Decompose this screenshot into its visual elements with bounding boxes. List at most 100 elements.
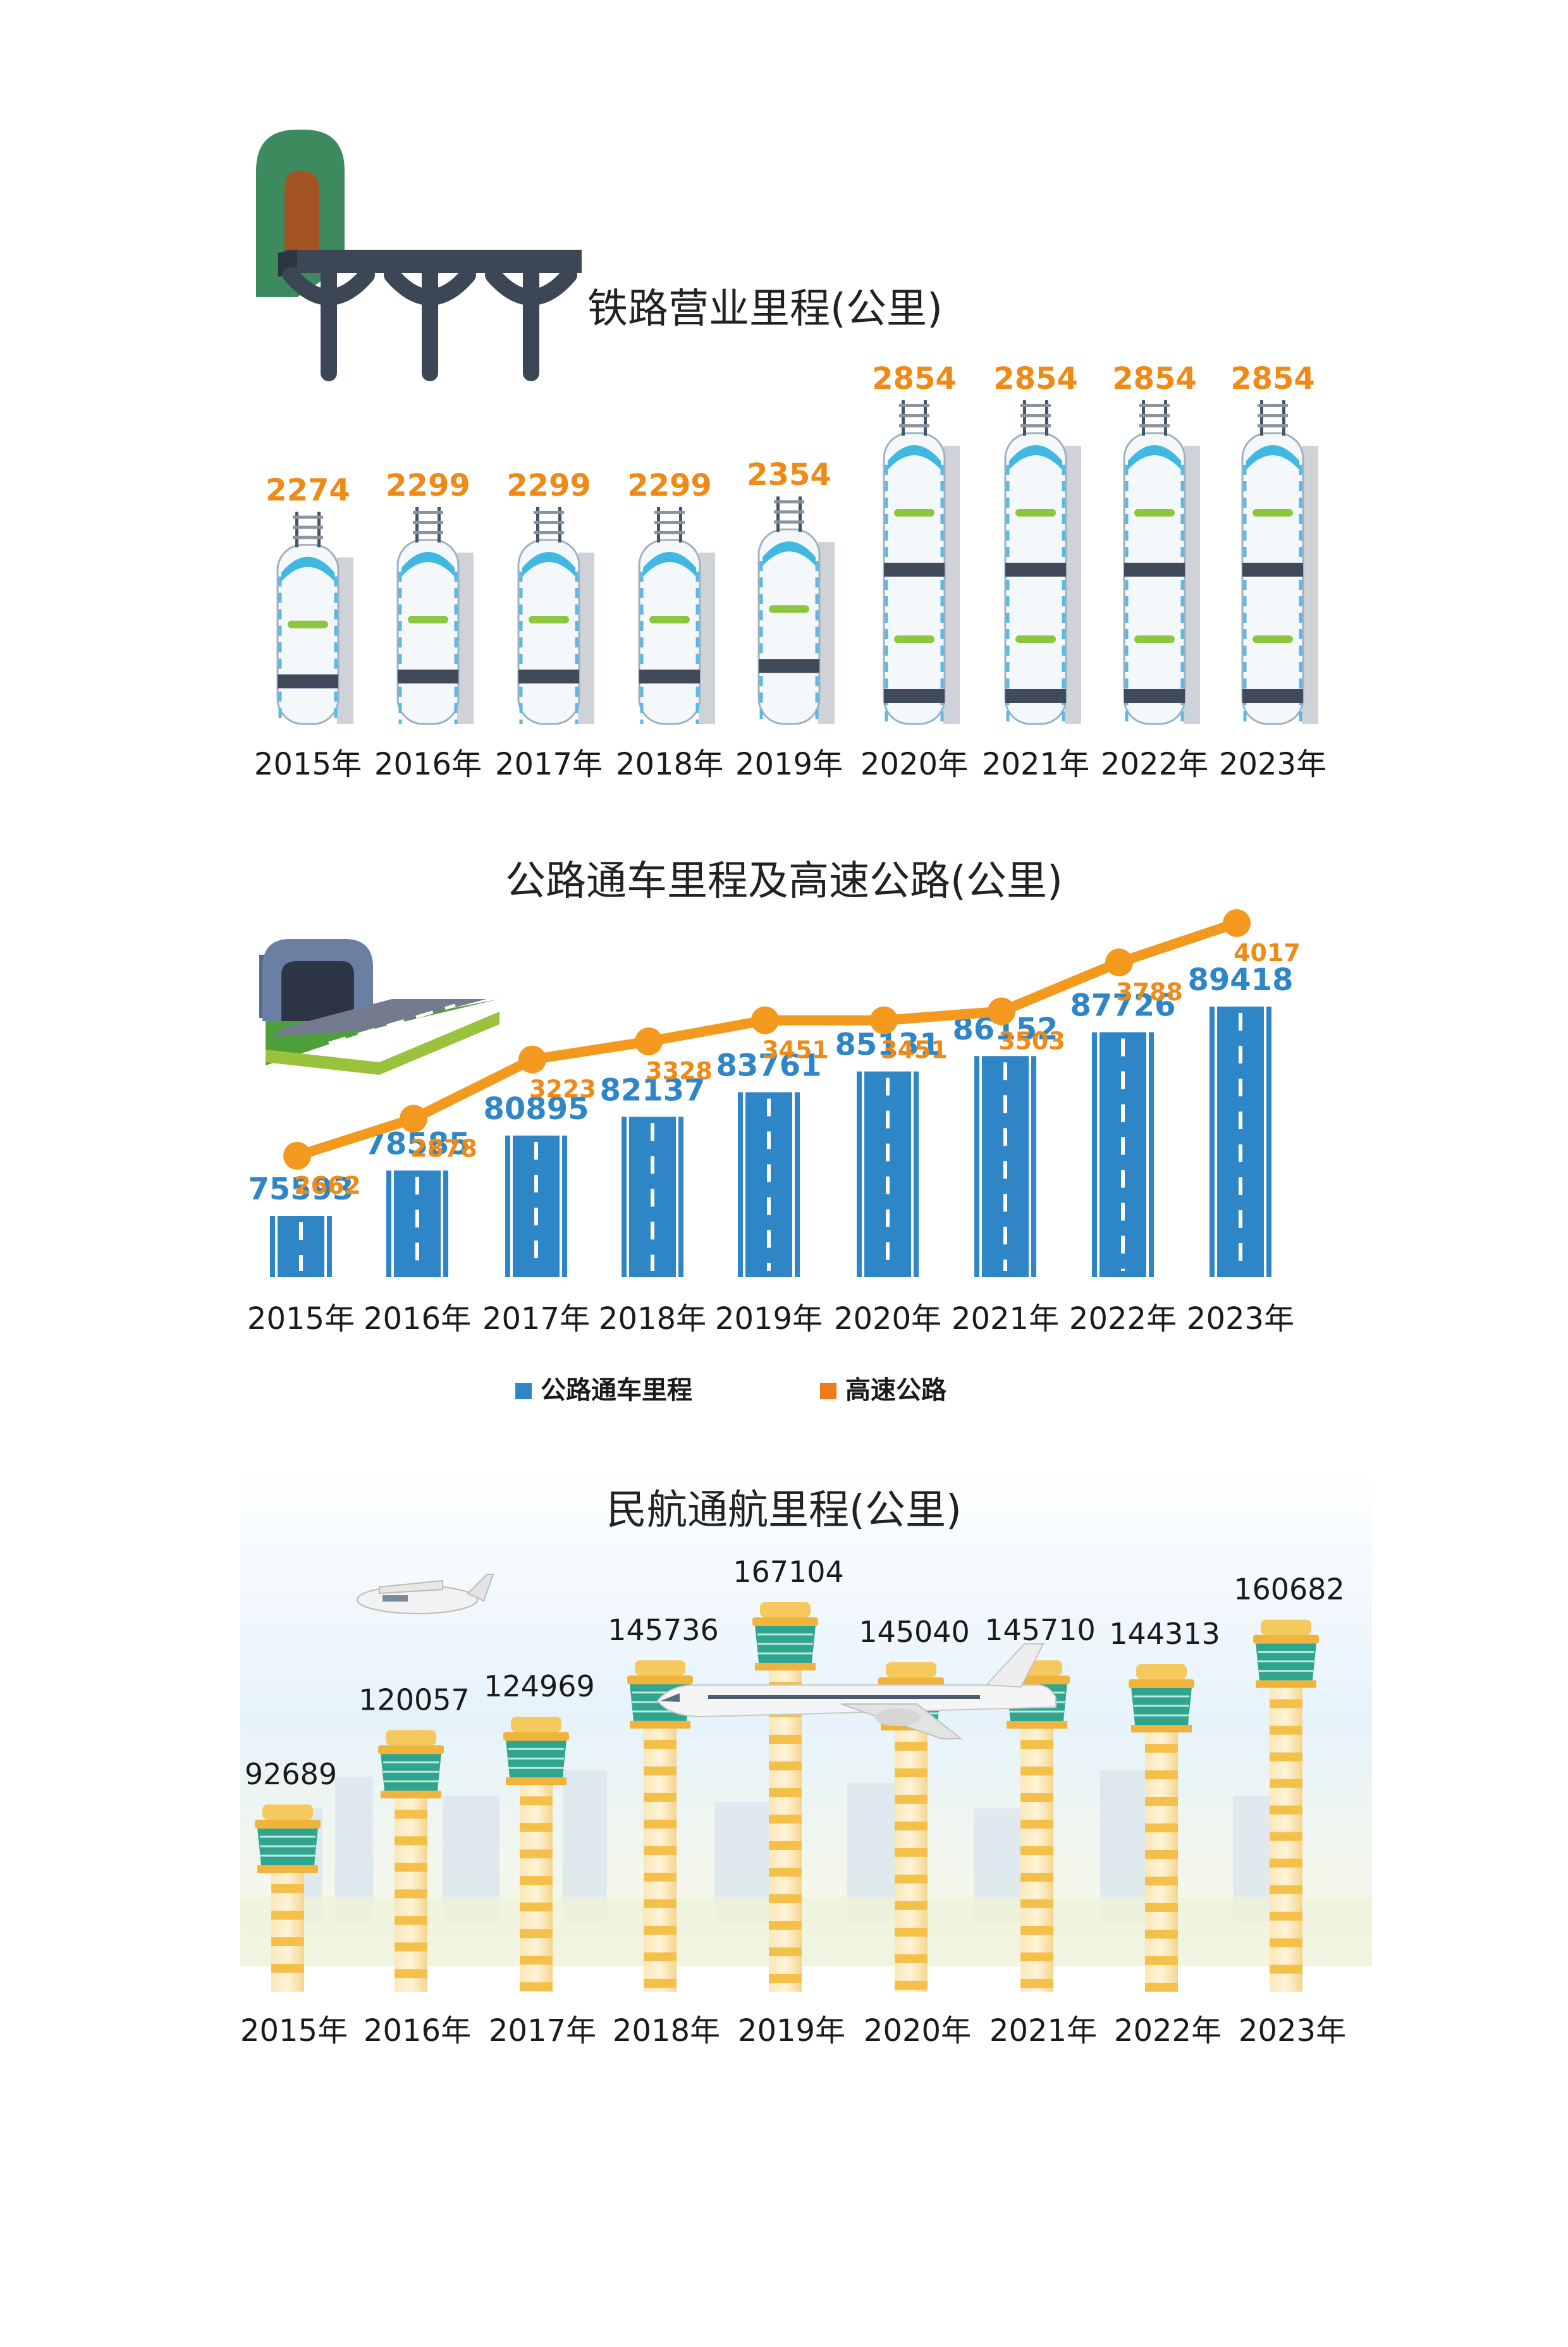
tower-roof [262, 1805, 313, 1820]
rail-tie [1139, 404, 1170, 407]
x-tick-label: 2023年 [1187, 1301, 1294, 1337]
bar-band [398, 669, 458, 683]
legend-label-highway: 高速公路 [845, 1376, 947, 1405]
bar [622, 1117, 683, 1277]
tower-stripe [1270, 1885, 1302, 1894]
x-tick-label: 2016年 [374, 747, 482, 782]
tower-stripe [769, 1868, 802, 1877]
x-tick-label: 2018年 [613, 2013, 720, 2049]
tower-base-ring [1007, 1720, 1067, 1729]
data-label: 89418 [1188, 962, 1294, 998]
tower-stripe [395, 1836, 427, 1846]
tower-stripe [395, 1969, 427, 1978]
tower-stripe [1020, 1739, 1053, 1749]
tower-stripe [1145, 1797, 1178, 1806]
line-point [635, 1027, 663, 1056]
bar-body [738, 1092, 800, 1277]
tower-stripe [895, 1768, 928, 1777]
tower-roof [635, 1660, 685, 1676]
tower-stripe [1270, 1779, 1302, 1788]
bar [276, 512, 353, 725]
tower-stripe [1145, 1930, 1178, 1939]
x-tick-label: 2016年 [364, 1301, 471, 1337]
tower [1129, 1664, 1194, 1992]
bar-cap [281, 556, 334, 582]
data-label: 2354 [747, 457, 831, 493]
rail-tie [899, 414, 929, 417]
tower-stripe [520, 1982, 553, 1992]
rail-tie [534, 510, 564, 514]
tower-stripe [1145, 1956, 1178, 1966]
rail-tie [1258, 414, 1288, 417]
rail-tie [413, 510, 443, 514]
bar [1241, 400, 1318, 725]
tower [255, 1805, 321, 1992]
aviation-chart: 民航通航里程(公里) 92689 2015年 120057 2016年 124969 20… [240, 1467, 1372, 2049]
data-label: 2854 [993, 361, 1078, 396]
line-data-label: 3223 [529, 1075, 596, 1103]
tower-stripe [520, 1956, 553, 1965]
highway-chart: 公路通车里程及高速公路(公里) 755932015年785852016年8089… [247, 858, 1301, 1405]
rail [1045, 400, 1048, 436]
rail [558, 506, 561, 542]
tower-stripe [769, 1974, 802, 1983]
rail [1260, 400, 1263, 436]
tower-stripe [1270, 1699, 1302, 1708]
tower-stripe [644, 1766, 677, 1775]
bar-band [759, 659, 819, 673]
rail [415, 506, 419, 542]
x-tick-label: 2017年 [489, 2013, 596, 2049]
tower-roof [386, 1730, 436, 1746]
tower-stripe [1270, 1858, 1302, 1868]
bar-band [1124, 563, 1185, 577]
tower-deck [503, 1732, 569, 1741]
tower-shaft [769, 1663, 802, 1992]
tower-stripe [1270, 1832, 1302, 1841]
tower-base-ring [257, 1865, 318, 1873]
line-point [751, 1006, 779, 1034]
bar-cap [1128, 445, 1181, 470]
line-data-label: 3328 [646, 1057, 713, 1085]
tower-stripe [1270, 1911, 1302, 1921]
bar-cap [763, 541, 816, 567]
rail-tie [534, 530, 564, 534]
x-tick-label: 2021年 [952, 1301, 1059, 1337]
highway-panel: 公路通车里程及高速公路(公里) 75593 2015年 78585 2016年 8089… [0, 809, 1568, 1416]
tower-base-ring [1256, 1680, 1316, 1688]
line-data-label: 2662 [294, 1172, 361, 1199]
tower-stripe [644, 1872, 677, 1882]
bar [505, 1136, 567, 1277]
tower-stripe [1020, 1766, 1053, 1775]
data-label: 2274 [266, 473, 350, 508]
tower-stripe [644, 1792, 677, 1802]
rail [1164, 400, 1167, 436]
line-data-label: 3451 [881, 1036, 948, 1064]
legend-swatch-road [515, 1383, 532, 1399]
ground [240, 1897, 1372, 1966]
bar-body [1241, 432, 1304, 725]
bar-stripe [1253, 635, 1293, 643]
rail-tie [1020, 404, 1051, 407]
bar-band [1005, 689, 1066, 703]
chart-title: 民航通航里程(公里) [606, 1487, 962, 1534]
bar-shadow [578, 552, 594, 724]
x-tick-label: 2017年 [495, 747, 603, 782]
data-label: 145710 [984, 1613, 1096, 1647]
rail [924, 400, 927, 436]
data-label: 2854 [1112, 361, 1197, 396]
tower-stripe [1145, 1877, 1178, 1886]
x-tick-label: 2018年 [616, 747, 723, 782]
bar [1092, 1032, 1154, 1277]
tower-base-ring [506, 1777, 567, 1786]
bar-band [518, 669, 579, 683]
tower-stripe [271, 1884, 304, 1893]
bar-cap [401, 551, 455, 577]
tower-stripe [520, 1903, 553, 1912]
tower-stripe [769, 1921, 802, 1930]
tower-deck [752, 1617, 818, 1626]
tower-stripe [520, 1823, 553, 1832]
rail-tie [774, 510, 804, 514]
tower-stripe [644, 1819, 677, 1829]
data-label: 2854 [872, 361, 957, 396]
tower [503, 1717, 569, 1992]
